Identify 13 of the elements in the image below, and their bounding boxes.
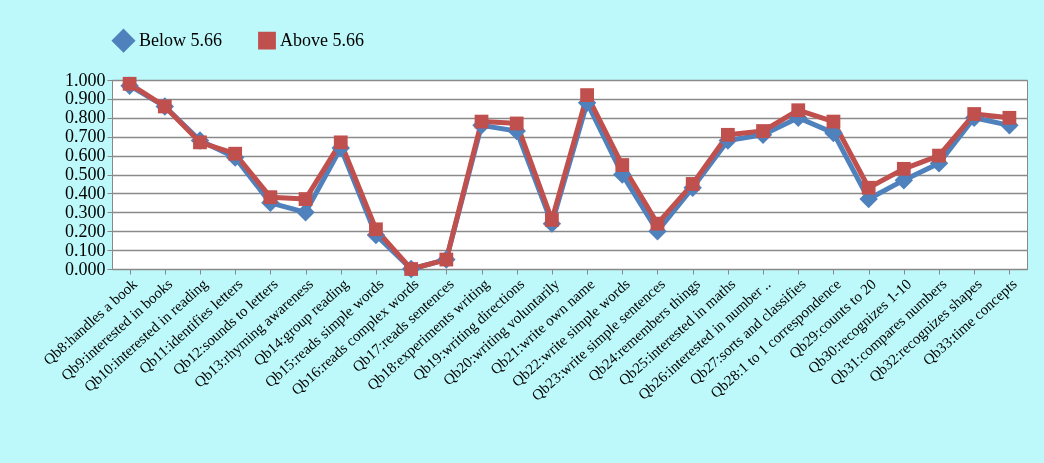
y-tick-label: 0.800 [65,107,106,128]
y-tick-label: 0.100 [65,239,106,260]
y-tick-label: 0.200 [65,220,106,241]
y-tick-label: 1.000 [65,69,106,90]
y-tick-label: 0.900 [65,88,106,109]
y-tick-label: 0.500 [65,164,106,184]
legend-label: Above 5.66 [280,29,364,50]
y-tick-label: 0.300 [65,201,106,222]
y-tick-label: 0.000 [65,258,106,279]
y-tick-label: 0.400 [65,182,106,203]
y-tick-label: 0.700 [65,126,106,147]
legend-label: Below 5.66 [139,29,222,50]
y-tick-label: 0.600 [65,145,106,166]
